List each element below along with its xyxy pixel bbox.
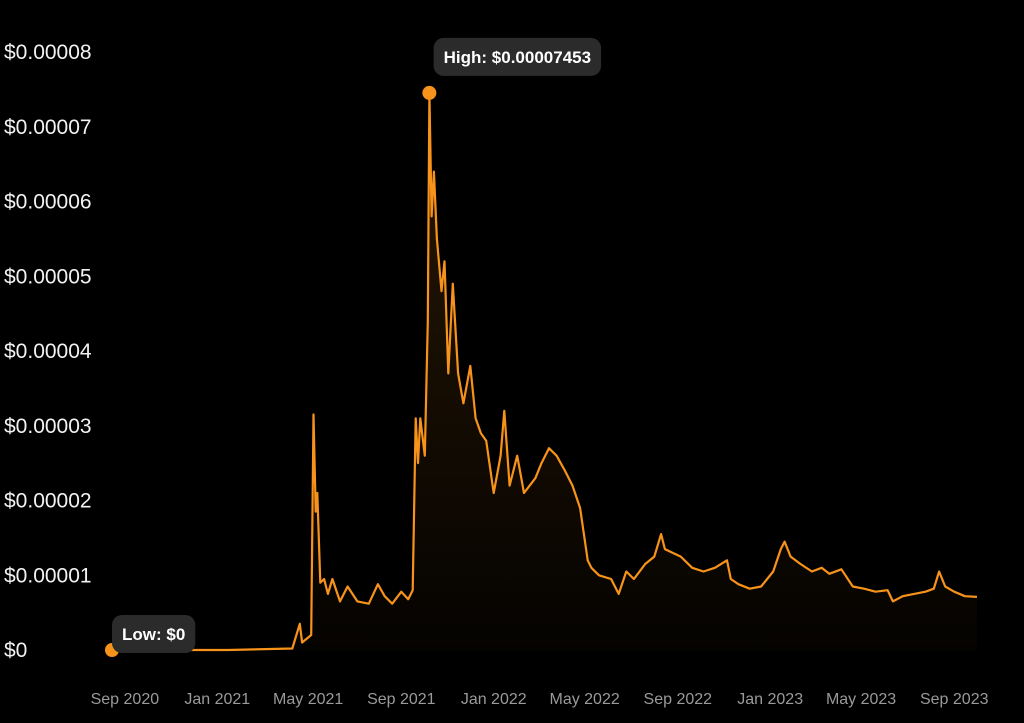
x-tick-label: Sep 2021 <box>367 691 436 708</box>
annotations: High: $0.00007453 Low: $0 <box>105 37 602 657</box>
price-area <box>112 92 977 650</box>
y-tick-label: $0.00008 <box>4 41 92 64</box>
y-tick-label: $0.00003 <box>4 415 92 438</box>
low-label: Low: $0 <box>122 625 185 644</box>
y-tick-label: $0.00002 <box>4 490 92 513</box>
x-tick-label: Jan 2023 <box>737 691 803 708</box>
x-tick-label: Jan 2022 <box>461 691 527 708</box>
x-axis: Sep 2020 Jan 2021 May 2021 Sep 2021 Jan 2022… <box>91 691 989 708</box>
y-tick-label: $0.00007 <box>4 116 92 139</box>
x-tick-label: Sep 2020 <box>91 691 160 708</box>
y-tick-label: $0.00004 <box>4 340 92 363</box>
y-tick-label: $0.00005 <box>4 265 92 288</box>
price-line <box>112 91 978 652</box>
y-tick-label: $0.00006 <box>4 191 92 214</box>
x-tick-label: May 2023 <box>826 691 896 708</box>
y-tick-label: $0 <box>4 639 27 662</box>
x-tick-label: Sep 2023 <box>920 691 989 708</box>
x-tick-label: Jan 2021 <box>184 691 250 708</box>
low-tooltip: Low: $0 <box>112 615 196 653</box>
x-tick-label: May 2022 <box>549 691 619 708</box>
high-marker <box>422 85 437 100</box>
high-tooltip: High: $0.00007453 <box>433 37 602 76</box>
y-axis: $0 $0.00001 $0.00002 $0.00003 $0.00004 $0.000… <box>4 41 92 662</box>
x-tick-label: May 2021 <box>273 691 343 708</box>
high-tooltip-box <box>433 37 602 76</box>
x-tick-label: Sep 2022 <box>644 691 713 708</box>
low-tooltip-box <box>112 615 196 653</box>
y-tick-label: $0.00001 <box>4 564 92 587</box>
high-label: High: $0.00007453 <box>444 48 591 67</box>
